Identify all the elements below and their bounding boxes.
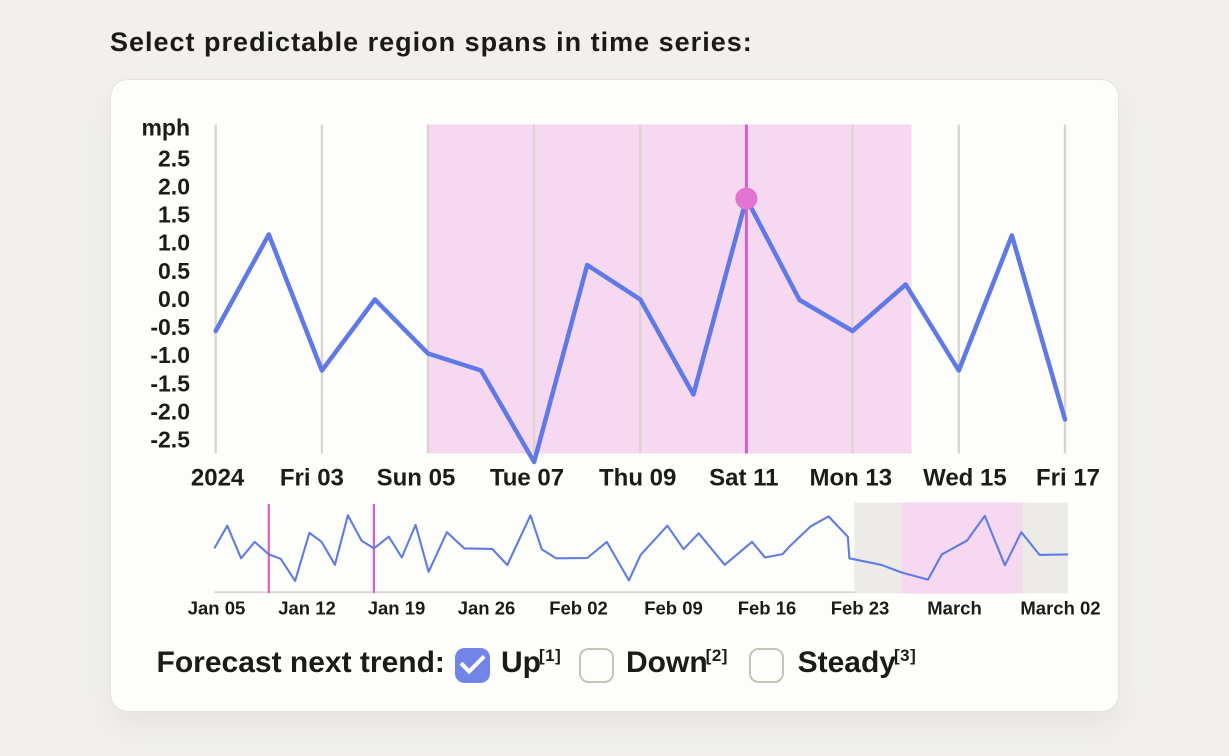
svg-text:-1.0: -1.0 [150, 342, 190, 368]
svg-text:Feb 23: Feb 23 [831, 598, 890, 619]
svg-text:Sun 05: Sun 05 [377, 464, 456, 491]
svg-text:-2.5: -2.5 [150, 427, 190, 453]
svg-text:-1.5: -1.5 [150, 370, 190, 396]
svg-text:Tue 07: Tue 07 [490, 464, 564, 491]
svg-text:-0.5: -0.5 [150, 314, 190, 340]
svg-text:Wed 15: Wed 15 [923, 464, 1007, 491]
svg-text:2.0: 2.0 [158, 174, 190, 200]
svg-text:0.0: 0.0 [158, 286, 190, 312]
svg-text:March 02: March 02 [1020, 598, 1100, 619]
svg-text:2024: 2024 [191, 464, 245, 491]
svg-text:1.5: 1.5 [158, 202, 190, 228]
svg-text:Jan 12: Jan 12 [278, 598, 336, 619]
svg-text:1.0: 1.0 [158, 230, 190, 256]
svg-text:Fri 17: Fri 17 [1036, 464, 1100, 491]
svg-text:Sat 11: Sat 11 [709, 464, 778, 491]
svg-text:March: March [927, 598, 982, 619]
svg-text:0.5: 0.5 [158, 258, 190, 284]
svg-text:Fri 03: Fri 03 [280, 464, 344, 491]
svg-text:Mon 13: Mon 13 [809, 464, 892, 491]
svg-text:2.5: 2.5 [158, 145, 190, 171]
svg-text:Jan 26: Jan 26 [458, 598, 516, 619]
svg-text:-2.0: -2.0 [150, 398, 190, 424]
svg-text:Feb 09: Feb 09 [644, 598, 703, 619]
svg-text:Thu 09: Thu 09 [599, 464, 676, 491]
svg-text:Feb 16: Feb 16 [738, 598, 797, 619]
svg-text:Feb 02: Feb 02 [549, 598, 608, 619]
svg-text:Jan 05: Jan 05 [188, 598, 246, 619]
svg-text:mph: mph [141, 115, 190, 141]
svg-text:Jan 19: Jan 19 [368, 598, 426, 619]
